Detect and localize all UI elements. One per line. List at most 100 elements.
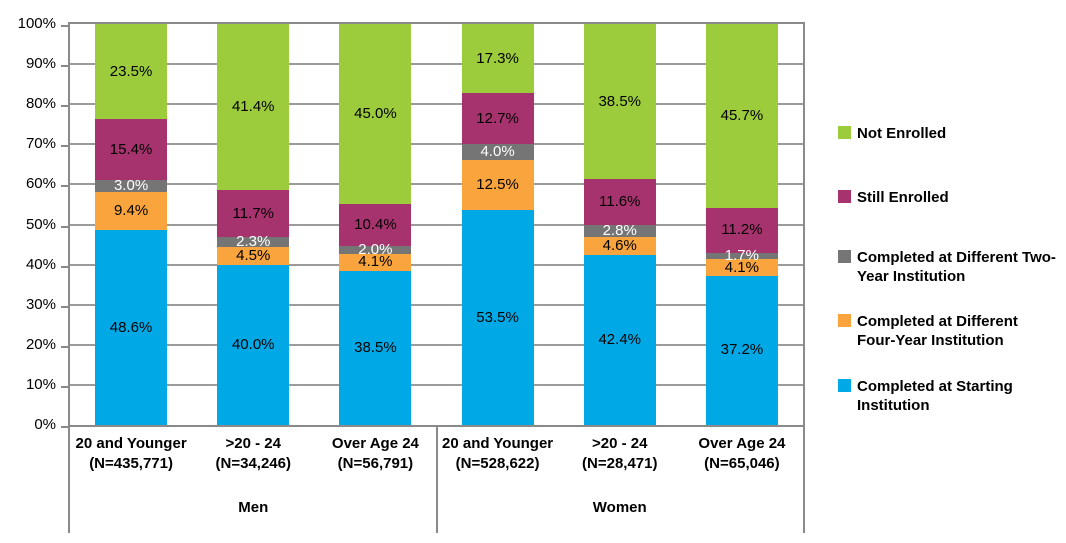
bar-segment	[339, 254, 412, 271]
y-axis-tick	[61, 305, 68, 308]
value-label: 11.2%	[721, 221, 763, 239]
value-label: 12.5%	[476, 176, 519, 194]
bar-segment	[461, 144, 534, 161]
legend-item: Completed at Different Four-Year Institu…	[838, 312, 1060, 350]
bar-segment	[705, 252, 778, 260]
gridline	[70, 183, 803, 186]
legend-item: Not Enrolled	[838, 124, 1060, 143]
bar-segment	[583, 254, 656, 425]
bar-segment	[583, 236, 656, 255]
value-label: 3.0%	[113, 177, 149, 195]
category-label: >20 - 24 (N=34,246)	[215, 435, 291, 472]
legend-item: Completed at Different Two-Year Institut…	[838, 248, 1060, 286]
value-label: 37.2%	[720, 341, 764, 359]
bar-segment	[95, 230, 168, 425]
bar-segment	[217, 24, 290, 191]
bar-segment	[95, 180, 168, 193]
bar-segment	[461, 210, 534, 425]
group-label: Men	[238, 499, 269, 516]
y-axis-tick	[61, 25, 68, 27]
y-axis-tick	[61, 225, 68, 228]
bar-segment	[705, 207, 778, 253]
gridline	[70, 343, 803, 346]
value-label: 42.4%	[598, 330, 642, 348]
value-label: 53.5%	[476, 308, 519, 326]
bar-segment	[461, 24, 534, 94]
category-label: Over Age 24 (N=65,046)	[698, 435, 786, 472]
y-axis-tick	[61, 426, 68, 428]
bar-segment	[339, 24, 412, 205]
group-divider-line	[435, 427, 438, 533]
bar-segment	[461, 93, 534, 145]
group-label: Women	[592, 499, 647, 516]
legend-swatch-icon	[838, 314, 851, 327]
y-axis-tick	[61, 105, 68, 108]
value-label: 4.1%	[724, 258, 759, 276]
legend-label: Completed at Different Two-Year Institut…	[857, 249, 1056, 285]
category-label: Over Age 24 (N=56,791)	[331, 435, 419, 472]
bar-segment	[705, 24, 778, 208]
legend-label: Still Enrolled	[857, 189, 949, 206]
y-axis-tick	[61, 65, 68, 68]
y-tick-label: 90%	[25, 55, 56, 73]
category-label: >20 - 24 (N=28,471)	[582, 435, 658, 472]
y-axis-tick	[61, 265, 68, 268]
category-label: 20 and Younger (N=528,622)	[442, 435, 554, 472]
y-tick-label: 60%	[25, 175, 56, 193]
legend-item: Completed at Starting Institution	[838, 377, 1060, 415]
y-axis-tick	[61, 345, 68, 348]
value-label: 2.8%	[602, 221, 637, 239]
bar-segment	[217, 264, 290, 425]
value-label: 12.7%	[476, 109, 519, 127]
y-tick-label: 100%	[17, 15, 56, 32]
gridline	[70, 143, 803, 146]
bar-segment	[583, 178, 656, 226]
bar-segment	[95, 192, 168, 231]
bar-segment	[705, 275, 778, 425]
legend-swatch-icon	[838, 190, 851, 203]
value-label: 10.4%	[354, 216, 397, 234]
value-label: 4.5%	[236, 246, 271, 264]
bar-segment	[583, 24, 656, 179]
y-tick-label: 10%	[25, 375, 56, 393]
value-label: 9.4%	[113, 202, 149, 220]
value-label: 15.4%	[109, 140, 153, 158]
bar-segment	[583, 225, 656, 237]
bar-segment	[217, 237, 290, 247]
value-label: 38.5%	[354, 338, 397, 356]
value-label: 41.4%	[231, 98, 275, 116]
bar-segment	[217, 246, 290, 265]
value-label: 17.3%	[476, 49, 519, 67]
gridline	[70, 263, 803, 266]
category-label: 20 and Younger (N=435,771)	[75, 435, 187, 472]
y-tick-label: 50%	[25, 215, 56, 233]
y-axis-tick	[61, 185, 68, 188]
value-label: 4.1%	[358, 253, 393, 271]
value-label: 11.6%	[599, 193, 641, 211]
legend-swatch-icon	[838, 379, 851, 392]
value-label: 4.0%	[480, 143, 515, 161]
bar-segment	[339, 204, 412, 247]
bar-segment	[339, 246, 412, 255]
legend-label: Completed at Starting Institution	[857, 378, 1013, 414]
value-label: 45.0%	[354, 105, 397, 123]
bar-segment	[705, 259, 778, 276]
legend-swatch-icon	[838, 250, 851, 263]
gridline	[70, 103, 803, 106]
bar-segment	[95, 24, 168, 119]
y-tick-label: 70%	[25, 135, 56, 153]
value-label: 2.0%	[358, 241, 393, 259]
legend-swatch-icon	[838, 126, 851, 139]
bar-segment	[461, 160, 534, 211]
gridline	[70, 303, 803, 306]
value-label: 48.6%	[109, 318, 153, 336]
y-tick-label: 20%	[25, 335, 56, 353]
legend-label: Completed at Different Four-Year Institu…	[857, 313, 1018, 349]
gridline	[70, 223, 803, 226]
y-tick-label: 30%	[25, 295, 56, 313]
category-axis: 20 and Younger (N=435,771) >20 - 24 (N=34,2…	[68, 427, 805, 533]
y-tick-label: 40%	[25, 255, 56, 273]
gridline	[70, 383, 803, 386]
y-tick-label: 80%	[25, 95, 56, 113]
